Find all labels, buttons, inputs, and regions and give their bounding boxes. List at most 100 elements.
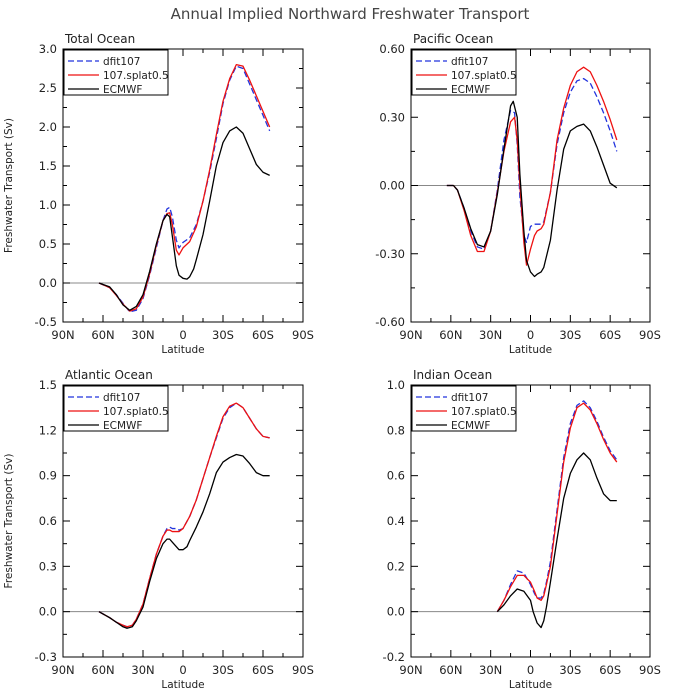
indian-ocean-legend-label-dfit107: dfit107 [451, 392, 488, 404]
pacific-ocean-ytick-label: -0.30 [375, 247, 405, 261]
atlantic-ocean-legend-label-dfit107: dfit107 [103, 392, 140, 404]
atlantic-ocean-ytick-label: 1.2 [39, 423, 57, 437]
pacific-ocean-series-dfit107-line [446, 77, 618, 250]
pacific-ocean-ytick-label: -0.60 [375, 315, 405, 329]
indian-ocean-ytick-label: 1.0 [387, 378, 405, 392]
total-ocean-series-dfit107-line [98, 65, 271, 313]
pacific-ocean-title: Pacific Ocean [413, 32, 493, 46]
total-ocean-panel: -0.5 0.0 0.5 1.0 1.5 2.0 2.5 3.0 90N 60N 30N 0 30S 60… [3, 32, 314, 356]
indian-ocean-legend: dfit107 107.splat0.5 ECMWF [411, 385, 517, 432]
indian-ocean-ytick-label: 0.6 [387, 469, 405, 483]
pacific-ocean-legend-label-107-splat0-5: 107.splat0.5 [451, 70, 517, 82]
atlantic-ocean-xtick-label: 90N [51, 663, 74, 677]
pacific-ocean-legend: dfit107 107.splat0.5 ECMWF [411, 49, 517, 96]
atlantic-ocean-ytick-label: 0.3 [39, 559, 57, 573]
atlantic-ocean-ytick-label: -0.3 [35, 650, 57, 664]
atlantic-ocean-xtick-label: 90S [292, 663, 314, 677]
atlantic-ocean-xtick-label: 60S [252, 663, 274, 677]
total-ocean-xtick-label: 30N [131, 328, 154, 342]
pacific-ocean-ytick-label: 0.60 [379, 42, 405, 56]
indian-ocean-ytick-label: 0.4 [387, 514, 405, 528]
atlantic-ocean-series-107-splat0-5-line [98, 402, 270, 628]
total-ocean-ytick-label: 2.5 [39, 81, 57, 95]
pacific-ocean-xtick-label: 90S [639, 328, 661, 342]
indian-ocean-xtick-label: 90N [399, 663, 422, 677]
pacific-ocean-ytick-label: 0.30 [379, 110, 405, 124]
indian-ocean-xtick-label: 30N [479, 663, 502, 677]
indian-ocean-xtick-label: 0 [527, 663, 534, 677]
pacific-ocean-xtick-label: 0 [527, 328, 534, 342]
pacific-ocean-xlabel: Latitude [509, 344, 552, 356]
indian-ocean-legend-box [411, 385, 517, 432]
total-ocean-series-107-splat0-5-line [98, 63, 271, 312]
total-ocean-legend-label-107-splat0-5: 107.splat0.5 [103, 70, 169, 82]
total-ocean-xtick-label: 90S [292, 328, 314, 342]
atlantic-ocean-ytick-label: 0.9 [39, 469, 57, 483]
total-ocean-xtick-label: 90N [51, 328, 74, 342]
atlantic-ocean-ytick-label: 0.0 [39, 605, 57, 619]
figure-title: Annual Implied Northward Freshwater Tran… [171, 5, 530, 23]
total-ocean-xlabel: Latitude [161, 344, 204, 356]
total-ocean-ytick-label: 2.0 [39, 120, 57, 134]
pacific-ocean-series-107-splat0-5-line [446, 66, 618, 266]
pacific-ocean-xtick-label: 60S [599, 328, 621, 342]
pacific-ocean-panel: -0.60 -0.30 0.00 0.30 0.60 90N 60N 30N 0 30S 60S 90… [375, 32, 661, 356]
total-ocean-xtick-label: 60S [252, 328, 274, 342]
atlantic-ocean-xtick-label: 0 [179, 663, 186, 677]
atlantic-ocean-ytick-label: 1.5 [39, 378, 57, 392]
indian-ocean-panel: -0.2 0.0 0.2 0.4 0.6 0.8 1.0 90N 60N 30N 0 30S 60S 90… [383, 368, 661, 691]
indian-ocean-legend-label-ecmwf: ECMWF [451, 420, 490, 432]
indian-ocean-ytick-label: 0.0 [387, 605, 405, 619]
total-ocean-ytick-label: 1.0 [39, 198, 57, 212]
indian-ocean-xtick-label: 60S [599, 663, 621, 677]
indian-ocean-title: Indian Ocean [413, 368, 492, 382]
total-ocean-legend-label-ecmwf: ECMWF [103, 84, 142, 96]
atlantic-ocean-legend-box [63, 385, 169, 432]
atlantic-ocean-panel: -0.3 0.0 0.3 0.6 0.9 1.2 1.5 90N 60N 30N 0 30S 60S 90… [3, 368, 314, 691]
atlantic-ocean-xlabel: Latitude [161, 679, 204, 691]
total-ocean-ytick-label: 0.5 [39, 237, 57, 251]
total-ocean-ytick-label: 0.0 [39, 276, 57, 290]
pacific-ocean-ytick-label: 0.00 [379, 179, 405, 193]
indian-ocean-series-107-splat0-5-line [496, 402, 618, 612]
total-ocean-ytick-label: 3.0 [39, 42, 57, 56]
total-ocean-title: Total Ocean [64, 32, 135, 46]
total-ocean-legend: dfit107 107.splat0.5 ECMWF [63, 49, 169, 96]
total-ocean-xtick-label: 0 [179, 328, 186, 342]
indian-ocean-xtick-label: 30S [559, 663, 581, 677]
total-ocean-xtick-label: 60N [91, 328, 114, 342]
total-ocean-xtick-label: 30S [212, 328, 234, 342]
atlantic-ocean-ylabel: Freshwater Transport (Sv) [3, 454, 15, 589]
total-ocean-ytick-label: 1.5 [39, 159, 57, 173]
atlantic-ocean-series-ecmwf-line [98, 453, 270, 629]
atlantic-ocean-legend-label-107-splat0-5: 107.splat0.5 [103, 406, 169, 418]
pacific-ocean-xtick-label: 90N [399, 328, 422, 342]
total-ocean-series-ecmwf-line [98, 126, 270, 311]
atlantic-ocean-ytick-label: 0.6 [39, 514, 57, 528]
indian-ocean-series-dfit107-line [496, 400, 618, 612]
pacific-ocean-xtick-label: 30S [559, 328, 581, 342]
indian-ocean-ytick-label: 0.8 [387, 423, 405, 437]
indian-ocean-legend-label-107-splat0-5: 107.splat0.5 [451, 406, 517, 418]
pacific-ocean-legend-box [411, 49, 517, 96]
indian-ocean-xtick-label: 60N [439, 663, 462, 677]
indian-ocean-ytick-label: 0.2 [387, 559, 405, 573]
atlantic-ocean-legend-label-ecmwf: ECMWF [103, 420, 142, 432]
pacific-ocean-xtick-label: 30N [479, 328, 502, 342]
indian-ocean-series-ecmwf-line [496, 452, 617, 629]
atlantic-ocean-xtick-label: 60N [91, 663, 114, 677]
pacific-ocean-legend-label-dfit107: dfit107 [451, 56, 488, 68]
total-ocean-ytick-label: -0.5 [35, 315, 57, 329]
pacific-ocean-legend-label-ecmwf: ECMWF [451, 84, 490, 96]
atlantic-ocean-legend: dfit107 107.splat0.5 ECMWF [63, 385, 169, 432]
atlantic-ocean-xtick-label: 30S [212, 663, 234, 677]
total-ocean-legend-box [63, 49, 169, 96]
pacific-ocean-xtick-label: 60N [439, 328, 462, 342]
indian-ocean-xlabel: Latitude [509, 679, 552, 691]
atlantic-ocean-title: Atlantic Ocean [65, 368, 153, 382]
indian-ocean-xtick-label: 90S [639, 663, 661, 677]
indian-ocean-ytick-label: -0.2 [383, 650, 405, 664]
pacific-ocean-series-ecmwf-line [446, 100, 618, 278]
total-ocean-ylabel: Freshwater Transport (Sv) [3, 118, 15, 253]
